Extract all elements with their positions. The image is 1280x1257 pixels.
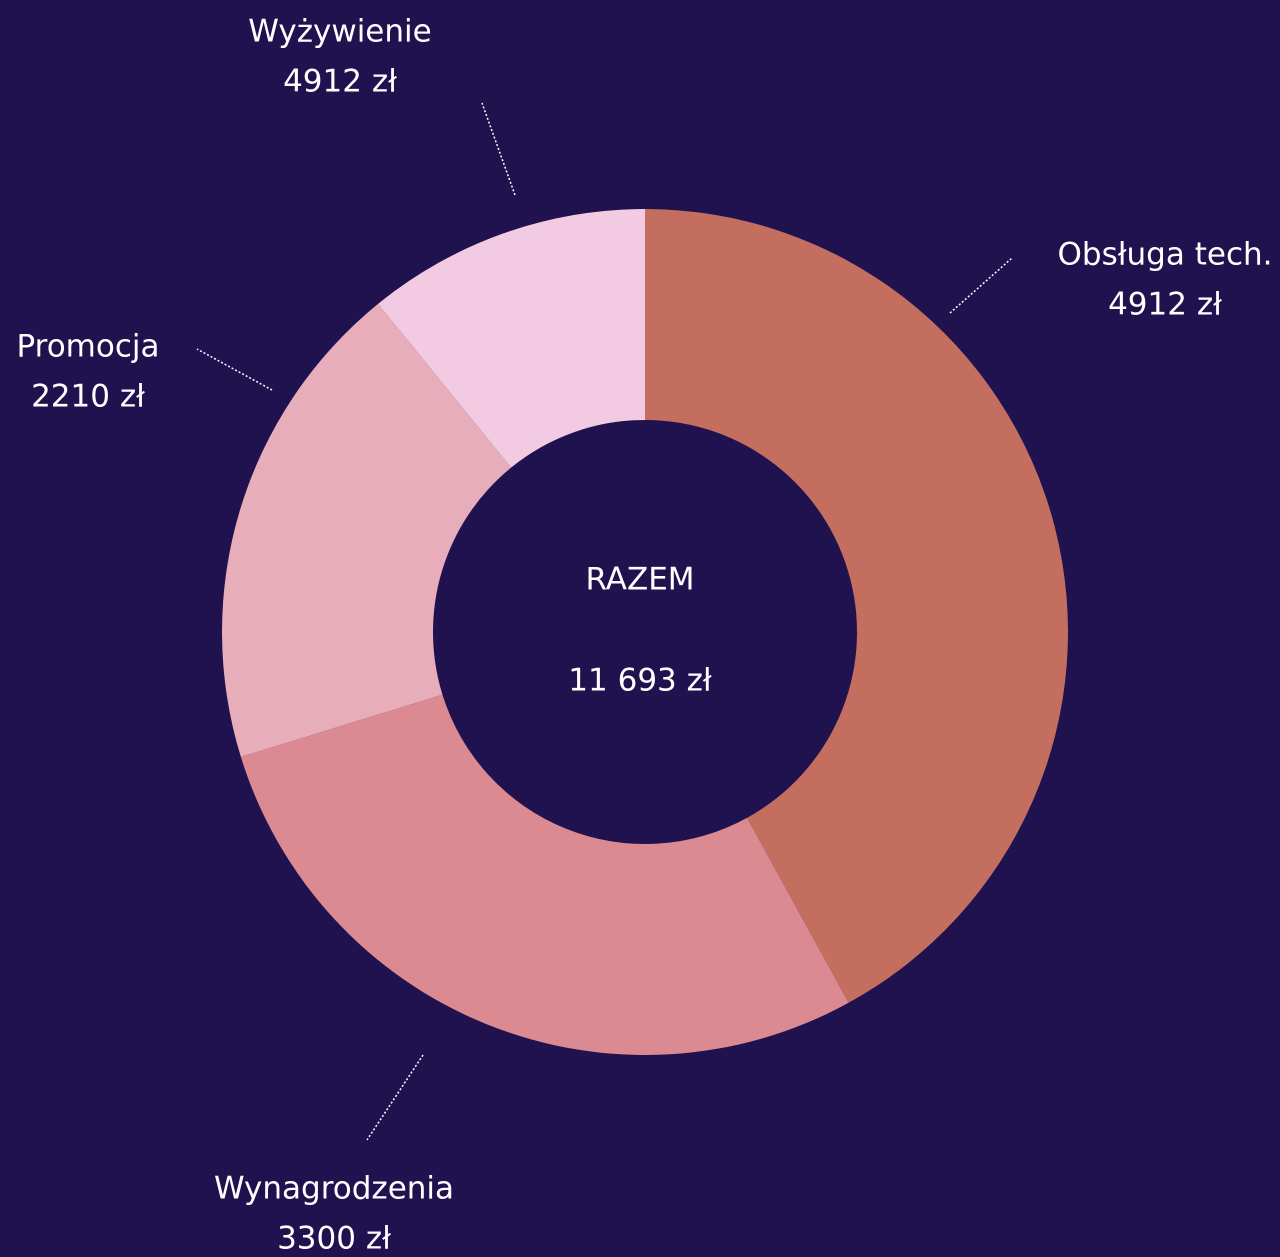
slice-label: Promocja — [17, 329, 160, 365]
slice-value-label: 2210 zł — [31, 379, 145, 415]
slice — [378, 209, 645, 468]
leader-line — [949, 257, 1013, 314]
slice-value-label: 4912 zł — [283, 64, 397, 100]
slice — [645, 209, 1069, 1003]
slice-value-label: 4912 zł — [1108, 287, 1222, 323]
slice — [240, 694, 849, 1055]
leader-line — [481, 102, 516, 196]
slice-value-label: 3300 zł — [277, 1221, 391, 1257]
center-title: RAZEM — [585, 562, 694, 598]
slice-label: Wyżywienie — [248, 14, 431, 50]
slice-label: Wynagrodzenia — [214, 1171, 454, 1207]
slice — [222, 303, 512, 757]
slices — [222, 209, 1069, 1055]
slice-label: Obsługa tech. — [1058, 237, 1273, 273]
leader-line — [366, 1054, 424, 1141]
center-value: 11 693 zł — [568, 663, 712, 699]
